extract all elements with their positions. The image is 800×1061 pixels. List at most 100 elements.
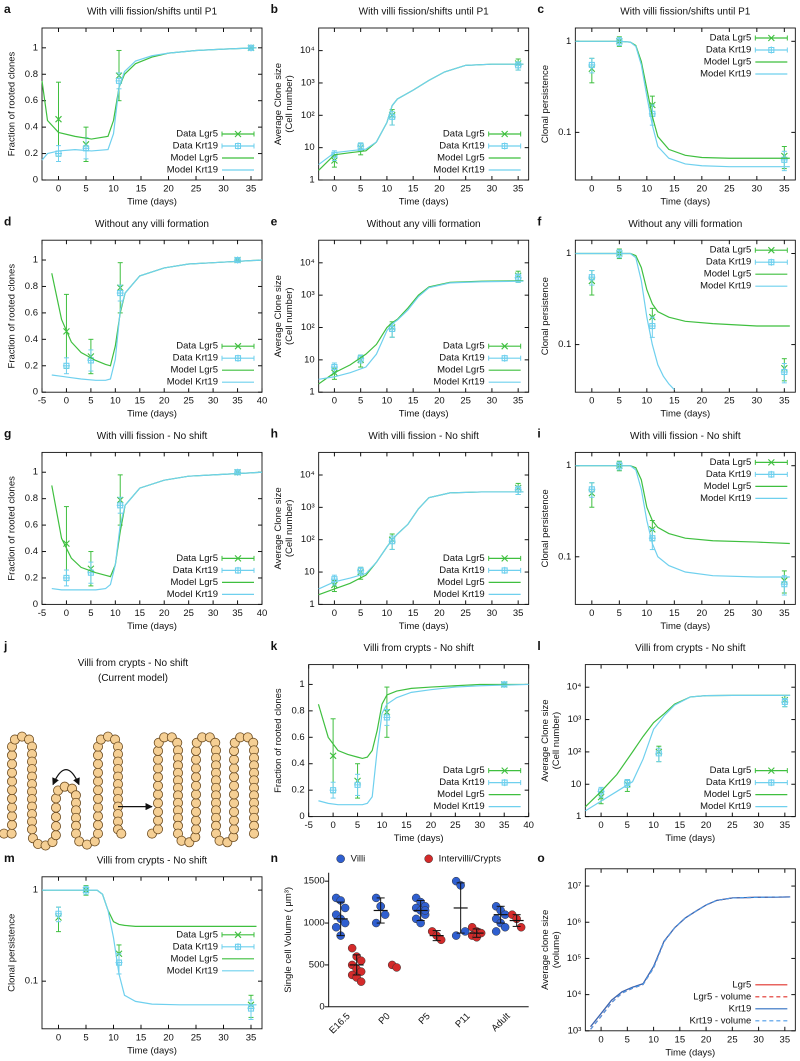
y-tick-label: 1 <box>566 460 571 471</box>
x-tick-label: 10 <box>377 820 388 831</box>
x-tick-label: 15 <box>134 396 145 407</box>
epithelial-cell <box>228 806 239 817</box>
x-tick-label: 0 <box>598 820 603 831</box>
data-point <box>357 142 365 150</box>
epithelial-cell <box>93 811 104 822</box>
data-point <box>62 362 70 370</box>
model-line <box>42 889 257 1006</box>
chart-title: Without any villi formation <box>367 219 481 230</box>
x-tick-label: 5 <box>83 1032 88 1043</box>
legend-label: Model Lgr5 <box>170 953 218 964</box>
epithelial-cell <box>190 806 201 817</box>
model-line <box>575 252 790 327</box>
model-line <box>318 491 524 596</box>
model-line <box>41 47 257 140</box>
epithelial-cell <box>93 819 104 830</box>
epithelial-cell <box>7 785 17 796</box>
legend-label: Intervilli/Crypts <box>439 853 502 864</box>
y-tick-label: 10² <box>301 110 315 121</box>
x-tick-label: E16.5 <box>327 1011 352 1036</box>
data-point <box>501 142 509 150</box>
y-tick-label: 0.4 <box>25 334 38 345</box>
epithelial-cell <box>152 789 163 800</box>
x-axis-label: Time (days) <box>665 1047 715 1058</box>
data-point <box>491 927 501 936</box>
y-tick-label: 1 <box>33 467 38 478</box>
x-axis-label: Time (days) <box>665 833 715 844</box>
epithelial-cell <box>7 750 17 761</box>
legend-label: Model Krt19 <box>433 165 484 176</box>
y-tick-label: 10⁴ <box>300 470 315 481</box>
y-axis-label: Average Clone size <box>273 275 284 357</box>
x-tick-label: 25 <box>183 396 194 407</box>
y-tick-label: 10³ <box>301 502 315 513</box>
y-tick-label: 1 <box>299 679 304 690</box>
x-tick-label: 30 <box>752 184 763 195</box>
data-point <box>55 115 62 123</box>
data-point <box>767 246 775 254</box>
data-point <box>388 325 396 333</box>
legend-label: Krt19 <box>729 1003 752 1014</box>
panel-letter: k <box>271 639 278 653</box>
epithelial-cell <box>93 750 104 761</box>
y-axis-label: (Cell number) <box>284 500 295 558</box>
x-tick-label: 15 <box>675 820 686 831</box>
x-tick-label: 35 <box>499 820 510 831</box>
x-tick-label: 5 <box>88 608 93 619</box>
legend-label: Data Lgr5 <box>443 341 485 352</box>
x-tick-label: 30 <box>474 820 485 831</box>
y-axis-label: Clonal persistence <box>7 914 18 992</box>
x-tick-label: 30 <box>487 396 498 407</box>
y-tick-label: 10⁶ <box>567 917 582 928</box>
data-point <box>234 931 242 939</box>
legend-label: Model Lgr5 <box>170 577 218 588</box>
data-point <box>234 130 242 138</box>
data-point <box>340 903 350 913</box>
legend-label: Data Lgr5 <box>443 129 485 140</box>
legend-label: Model Lgr5 <box>437 789 485 800</box>
data-point <box>501 566 509 574</box>
epithelial-cell <box>228 824 239 835</box>
x-tick-label: 20 <box>159 608 170 619</box>
data-point <box>234 468 242 476</box>
y-tick-label: 1 <box>576 811 581 822</box>
legend-label: Data Lgr5 <box>176 129 218 140</box>
x-tick-label: 5 <box>358 608 363 619</box>
y-tick-label: 0.4 <box>25 546 38 557</box>
x-tick-label: 15 <box>408 396 419 407</box>
data-point <box>780 156 788 164</box>
epithelial-cell <box>50 830 61 841</box>
legend-label: Model Krt19 <box>433 801 484 812</box>
x-tick-label: 25 <box>460 608 471 619</box>
x-tick-label: 35 <box>779 608 790 619</box>
x-tick-label: 25 <box>183 608 194 619</box>
legend-label: Model Lgr5 <box>170 365 218 376</box>
x-tick-label: 0 <box>330 820 335 831</box>
legend-label: Villi <box>351 853 366 864</box>
data-point <box>767 459 775 466</box>
y-tick-label: 0.6 <box>291 732 304 743</box>
epithelial-cell <box>152 754 163 765</box>
y-tick-label: 0.1 <box>25 976 38 987</box>
y-tick-label: 10⁵ <box>567 953 582 964</box>
y-axis-label: Average Clone size <box>540 699 551 781</box>
x-tick-label: 5 <box>358 184 363 195</box>
epithelial-cell <box>152 780 163 791</box>
x-tick-label: 20 <box>434 396 445 407</box>
legend-label: Data Krt19 <box>706 45 751 56</box>
epithelial-cell <box>152 824 163 835</box>
legend-label: Data Krt19 <box>439 353 484 364</box>
x-tick-label: 15 <box>408 608 419 619</box>
x-tick-label: 0 <box>589 396 594 407</box>
epithelial-cell <box>7 793 17 804</box>
epithelial-cell <box>93 793 104 804</box>
panel-letter: m <box>4 851 15 865</box>
chart-title: With villi fission/shifts until P1 <box>87 7 217 18</box>
legend-label: Data Lgr5 <box>710 245 752 256</box>
epithelial-cell <box>228 789 239 800</box>
data-point <box>234 256 242 264</box>
x-axis-label: Time (days) <box>127 409 177 420</box>
x-axis-label: Time (days) <box>399 197 449 208</box>
